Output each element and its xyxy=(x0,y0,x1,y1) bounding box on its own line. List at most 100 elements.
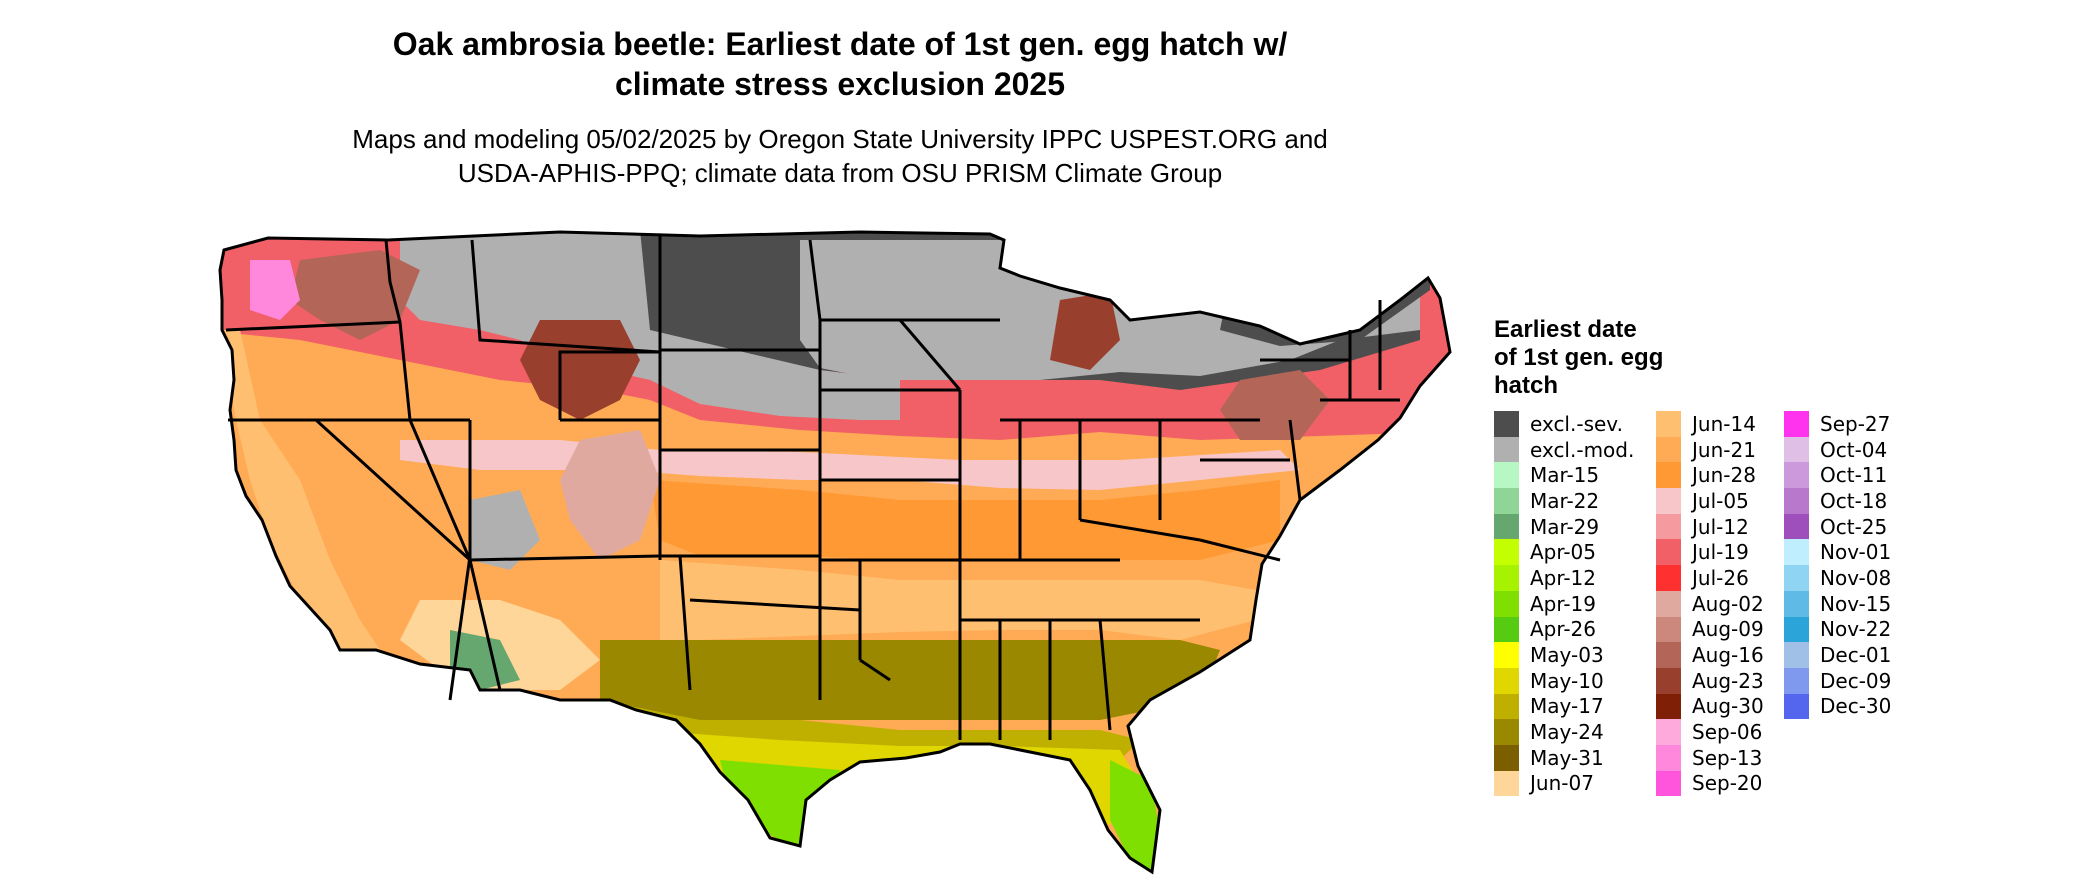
legend-label: excl.-mod. xyxy=(1530,437,1635,462)
legend-item: Apr-12 xyxy=(1494,565,1634,591)
legend-swatch xyxy=(1494,436,1519,463)
legend-item: Aug-02 xyxy=(1656,590,1764,617)
legend-label: Jun-14 xyxy=(1692,411,1756,436)
legend-swatch xyxy=(1656,642,1681,668)
legend-item: Aug-09 xyxy=(1656,616,1764,643)
legend-item: Nov-22 xyxy=(1784,616,1891,643)
legend-label: Dec-30 xyxy=(1820,694,1892,719)
legend-label: Jun-28 xyxy=(1692,463,1756,488)
legend-item: Dec-01 xyxy=(1784,642,1891,668)
legend-item: Jul-12 xyxy=(1656,513,1764,540)
legend-swatch xyxy=(1656,539,1681,566)
legend-item: May-03 xyxy=(1494,642,1634,668)
legend-item: Dec-30 xyxy=(1784,693,1892,720)
legend-item: Aug-16 xyxy=(1656,642,1764,668)
legend-swatch xyxy=(1656,616,1681,643)
legend-swatch xyxy=(1784,642,1809,668)
legend-item: Oct-18 xyxy=(1784,488,1891,514)
legend-item: Jun-14 xyxy=(1656,411,1764,437)
legend-label: Aug-30 xyxy=(1692,694,1764,719)
legend-item: Jun-21 xyxy=(1656,436,1764,463)
legend-label: Nov-15 xyxy=(1820,591,1892,616)
state-borders xyxy=(218,230,1452,875)
legend-label: Aug-16 xyxy=(1692,643,1764,668)
legend-item: Oct-25 xyxy=(1784,513,1891,540)
legend-item: Dec-09 xyxy=(1784,667,1891,694)
legend-label: Jul-19 xyxy=(1692,540,1749,565)
legend-item: Mar-22 xyxy=(1494,488,1634,514)
legend-swatch xyxy=(1656,590,1681,617)
legend-item: Oct-11 xyxy=(1784,462,1891,489)
legend-item: Jul-26 xyxy=(1656,565,1764,591)
legend-swatch xyxy=(1784,539,1809,566)
legend-swatch xyxy=(1494,488,1519,514)
legend-title-line-2: of 1st gen. egg xyxy=(1494,344,1664,371)
legend-swatch xyxy=(1656,565,1681,591)
legend-item: May-31 xyxy=(1494,744,1634,771)
legend-item: Mar-29 xyxy=(1494,513,1634,540)
legend-label: Mar-22 xyxy=(1530,488,1600,513)
legend-swatch xyxy=(1656,770,1681,797)
legend-label: May-24 xyxy=(1530,720,1604,745)
legend-label: May-10 xyxy=(1530,668,1604,693)
legend-title-line-1: Earliest date xyxy=(1494,316,1637,343)
map-title: Oak ambrosia beetle: Earliest date of 1s… xyxy=(260,24,1420,104)
legend-label: Jun-21 xyxy=(1692,437,1756,462)
legend-swatch xyxy=(1656,719,1681,745)
legend-label: Jul-12 xyxy=(1692,514,1749,539)
legend-label: Aug-02 xyxy=(1692,591,1764,616)
legend-label: Nov-01 xyxy=(1820,540,1892,565)
legend-label: Apr-19 xyxy=(1530,591,1596,616)
legend-item: Mar-15 xyxy=(1494,462,1634,489)
legend-swatch xyxy=(1494,642,1519,668)
legend-item: Jun-28 xyxy=(1656,462,1764,489)
legend-item: Aug-23 xyxy=(1656,667,1764,694)
legend-item: Jun-07 xyxy=(1494,770,1634,797)
legend-swatch xyxy=(1784,488,1809,514)
legend-item: Jul-19 xyxy=(1656,539,1764,566)
legend-label: May-03 xyxy=(1530,643,1604,668)
legend-label: Oct-18 xyxy=(1820,488,1888,513)
legend-swatch xyxy=(1494,462,1519,489)
legend-swatch xyxy=(1656,693,1681,720)
legend-swatch xyxy=(1784,616,1809,643)
legend-label: May-17 xyxy=(1530,694,1604,719)
legend-swatch xyxy=(1494,770,1519,797)
legend-label: May-31 xyxy=(1530,745,1604,770)
legend-label: Dec-01 xyxy=(1820,643,1892,668)
legend-title-line-3: hatch xyxy=(1494,372,1559,399)
legend-swatch xyxy=(1494,513,1519,540)
legend-swatch xyxy=(1494,719,1519,745)
legend-label: Sep-27 xyxy=(1820,411,1891,436)
legend-item: May-17 xyxy=(1494,693,1634,720)
legend-label: Sep-13 xyxy=(1692,745,1763,770)
legend-label: Oct-25 xyxy=(1820,514,1888,539)
legend-item: Sep-27 xyxy=(1784,411,1891,437)
legend-label: Nov-08 xyxy=(1820,565,1892,590)
legend-swatch xyxy=(1784,411,1809,437)
legend-item: May-24 xyxy=(1494,719,1634,745)
legend-swatch xyxy=(1784,513,1809,540)
legend-swatch xyxy=(1656,488,1681,514)
legend-swatch xyxy=(1494,667,1519,694)
legend-column-1: excl.-sev. excl.-mod. Mar-15 Mar-22 Mar-29 Ap… xyxy=(1494,411,1635,797)
legend-label: Oct-11 xyxy=(1820,463,1888,488)
legend-label: excl.-sev. xyxy=(1530,411,1623,436)
legend-item: Nov-01 xyxy=(1784,539,1892,566)
map-title-line-2: climate stress exclusion 2025 xyxy=(614,66,1066,102)
legend-item: Apr-05 xyxy=(1494,539,1634,566)
legend-label: Jul-05 xyxy=(1692,488,1749,513)
legend-item: Nov-08 xyxy=(1784,565,1891,591)
legend-item: excl.-mod. xyxy=(1494,436,1635,463)
legend-swatch xyxy=(1494,565,1519,591)
legend-title: Earliest date of 1st gen. egg hatch xyxy=(1494,316,1734,400)
legend-item: May-10 xyxy=(1494,667,1634,694)
legend-item: Sep-13 xyxy=(1656,744,1764,771)
legend-label: Mar-29 xyxy=(1530,514,1600,539)
legend-label: Sep-06 xyxy=(1692,720,1763,745)
legend-swatch xyxy=(1494,590,1519,617)
legend-swatch xyxy=(1656,667,1681,694)
legend-swatch xyxy=(1784,436,1809,463)
legend-item: Apr-26 xyxy=(1494,616,1634,643)
legend-swatch xyxy=(1784,565,1809,591)
